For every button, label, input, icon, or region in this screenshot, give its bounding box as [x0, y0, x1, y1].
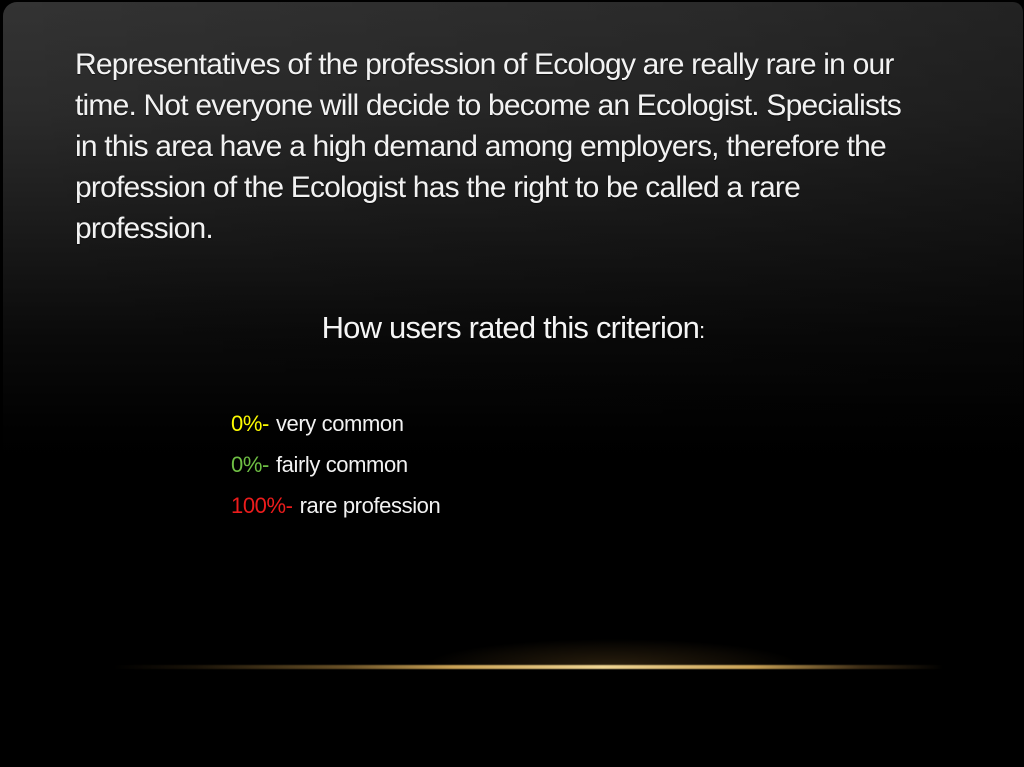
- ratings-heading-text: How users rated this criterion: [321, 310, 700, 345]
- gold-divider-line: [113, 665, 943, 669]
- rating-label: rare profession: [299, 493, 441, 518]
- rating-row-rare-profession: 100%- rare profession: [231, 485, 441, 526]
- slide-background: Representatives of the profession of Eco…: [3, 2, 1023, 767]
- ratings-heading: How users rated this criterion:: [75, 310, 951, 346]
- gold-divider-glow: [363, 630, 863, 666]
- rating-row-fairly-common: 0%- fairly common: [231, 444, 440, 485]
- rating-label: very common: [275, 411, 404, 436]
- rating-label: fairly common: [275, 452, 408, 477]
- rating-value: 100%-: [231, 493, 293, 518]
- ratings-heading-colon: :: [699, 318, 705, 343]
- rating-row-very-common: 0%- very common: [231, 403, 440, 444]
- description-paragraph: Representatives of the profession of Eco…: [75, 48, 902, 245]
- rating-value: 0%-: [231, 411, 269, 436]
- ratings-list: 0%- very common 0%- fairly common 100%- rar…: [231, 403, 441, 526]
- rating-value: 0%-: [231, 452, 269, 477]
